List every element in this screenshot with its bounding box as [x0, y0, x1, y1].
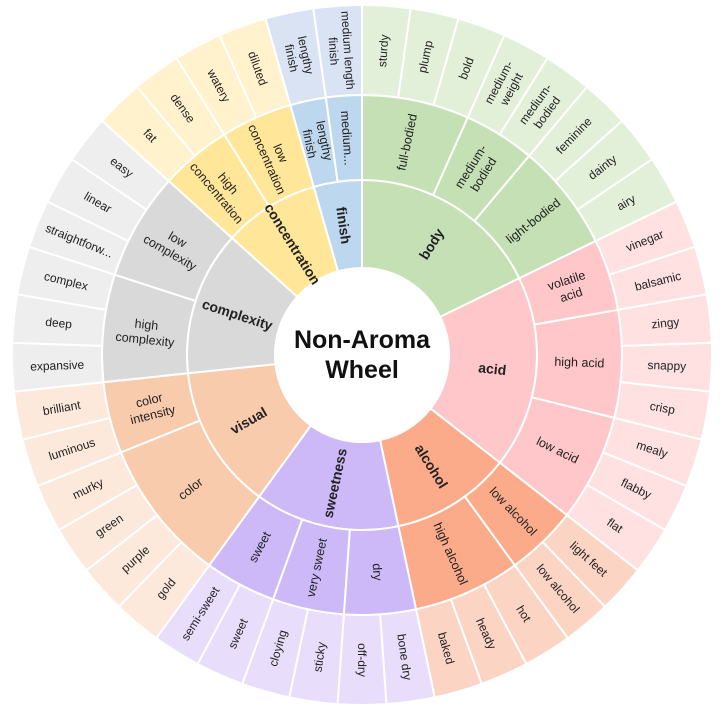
descriptor-label-deep: deep: [45, 315, 73, 332]
descriptor-label-medium-length-finish: medium lengthfinish: [324, 10, 358, 91]
descriptor-label-snappy: snappy: [647, 358, 686, 373]
wheel-segments: [11, 3, 714, 706]
descriptor-label-plump: plump: [415, 39, 436, 74]
subcategory-label-high-acid: high acid: [554, 355, 605, 371]
subcategory-label-high-complexity: highcomplexity: [115, 315, 177, 350]
descriptor-label-sticky: sticky: [311, 641, 329, 673]
subcategory-label-dry: dry: [370, 563, 385, 582]
wheel-title-line-2: Wheel: [325, 356, 399, 384]
descriptor-label-bone-dry: bone dry: [394, 633, 414, 681]
subcategory-label-medium: medium...: [338, 110, 356, 166]
category-label-acid: acid: [478, 359, 508, 378]
descriptor-label-sturdy: sturdy: [375, 34, 391, 68]
subcategory-label-lengthy-finish: lengthyfinish: [298, 120, 335, 166]
descriptor-label-crisp: crisp: [649, 399, 677, 417]
wheel-title-line-1: Non-Aroma: [294, 326, 431, 354]
center-circle: [277, 270, 447, 440]
descriptor-medium-length-finish: [312, 3, 363, 99]
category-label-finish: finish: [333, 206, 354, 245]
descriptor-label-lengthy-finish: lengthyfinish: [281, 35, 317, 79]
descriptor-label-off-dry: off-dry: [355, 643, 369, 677]
descriptor-label-expansive: expansive: [30, 358, 85, 374]
descriptor-label-zingy: zingy: [651, 315, 680, 332]
descriptor-label-brilliant: brilliant: [42, 398, 83, 419]
